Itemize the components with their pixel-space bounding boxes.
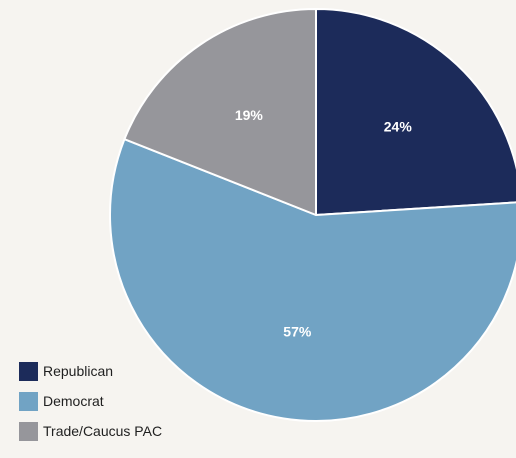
legend-label-republican: Republican [43, 363, 114, 379]
legend-label-democrat: Democrat [43, 393, 104, 409]
legend-label-trade-caucus-pac: Trade/Caucus PAC [43, 423, 163, 439]
legend-item-trade-caucus-pac: Trade/Caucus PAC [19, 421, 162, 441]
legend-swatch-trade-caucus-pac [19, 421, 38, 441]
legend-item-democrat: Democrat [19, 391, 162, 411]
pie-slice-democrat [109, 138, 516, 422]
legend-swatch-republican [19, 361, 38, 381]
slice-label-trade-caucus-pac: 19% [235, 107, 264, 123]
legend: Republican Democrat Trade/Caucus PAC [19, 361, 162, 451]
pie-slice-republican [315, 8, 516, 216]
legend-swatch-democrat [19, 391, 38, 411]
slice-label-republican: 24% [384, 119, 413, 135]
legend-item-republican: Republican [19, 361, 162, 381]
slice-label-democrat: 57% [283, 324, 312, 340]
pie-slice-trade-caucus-pac [123, 8, 317, 216]
